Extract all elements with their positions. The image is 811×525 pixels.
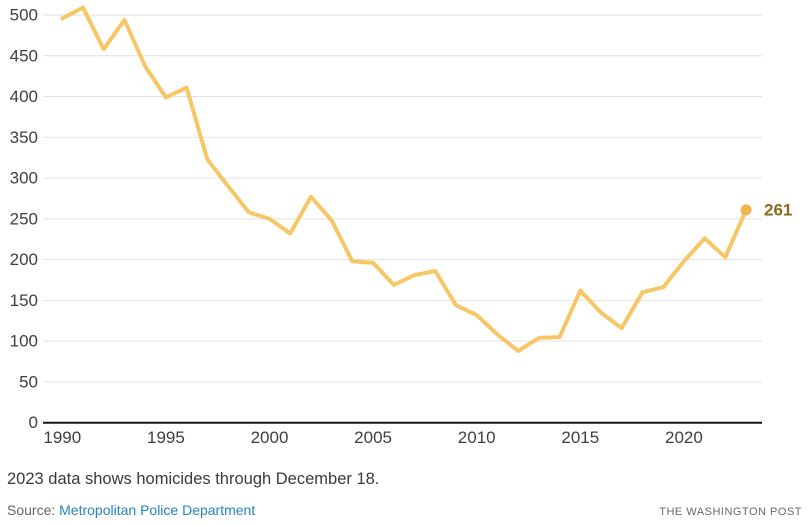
- x-tick-label: 2005: [354, 428, 392, 447]
- homicides-line: [60, 5, 749, 353]
- y-tick-label: 200: [10, 250, 38, 269]
- chart-footnote: 2023 data shows homicides through Decemb…: [7, 470, 380, 488]
- y-tick-label: 350: [10, 128, 38, 147]
- x-tick-label: 1995: [147, 428, 185, 447]
- x-tick-label: 2015: [561, 428, 599, 447]
- source-label: Source:: [7, 502, 56, 518]
- source-line: Source: Metropolitan Police Department: [7, 502, 255, 518]
- y-tick-label: 450: [10, 46, 38, 65]
- y-tick-label: 250: [10, 209, 38, 228]
- y-tick-label: 400: [10, 87, 38, 106]
- x-tick-label: 2010: [458, 428, 496, 447]
- homicides-line-chart: 0 50 100 150 200 250 300 350 400 450 500 1990 1995 20…: [10, 5, 793, 448]
- source-link[interactable]: Metropolitan Police Department: [59, 502, 256, 518]
- endpoint-value-label: 261: [764, 200, 792, 219]
- x-tick-label: 2020: [665, 428, 703, 447]
- chart-canvas: 0 50 100 150 200 250 300 350 400 450 500 1990 1995 20…: [10, 5, 793, 448]
- washington-post-brandmark: THE WASHINGTON POST: [659, 506, 802, 518]
- x-tick-label: 2000: [251, 428, 289, 447]
- y-tick-label: 500: [10, 6, 38, 25]
- y-tick-label: 300: [10, 169, 38, 188]
- endpoint-dot: [740, 204, 752, 216]
- y-tick-label: 150: [10, 291, 38, 310]
- y-tick-label: 0: [29, 413, 38, 432]
- y-tick-label: 50: [19, 372, 38, 391]
- x-tick-label: 1990: [43, 428, 81, 447]
- y-tick-label: 100: [10, 332, 38, 351]
